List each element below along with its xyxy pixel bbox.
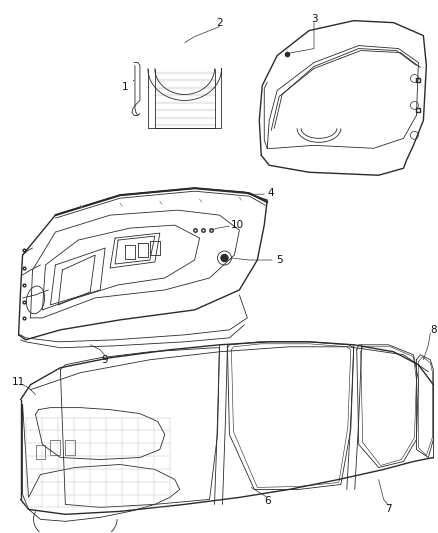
Text: 11: 11 [12,377,25,387]
Bar [65,440,75,455]
Text: 2: 2 [216,18,223,28]
Text: 10: 10 [231,220,244,230]
Text: 9: 9 [102,355,109,365]
Text: 3: 3 [311,14,317,23]
Bar [50,440,60,455]
Text: 6: 6 [264,496,271,506]
Text: 1: 1 [122,80,134,92]
Text: 7: 7 [385,504,392,514]
Text: 8: 8 [430,325,437,335]
Text: 4: 4 [268,188,275,198]
Text: 5: 5 [276,255,283,265]
Circle shape [221,255,228,262]
Bar [35,445,46,459]
